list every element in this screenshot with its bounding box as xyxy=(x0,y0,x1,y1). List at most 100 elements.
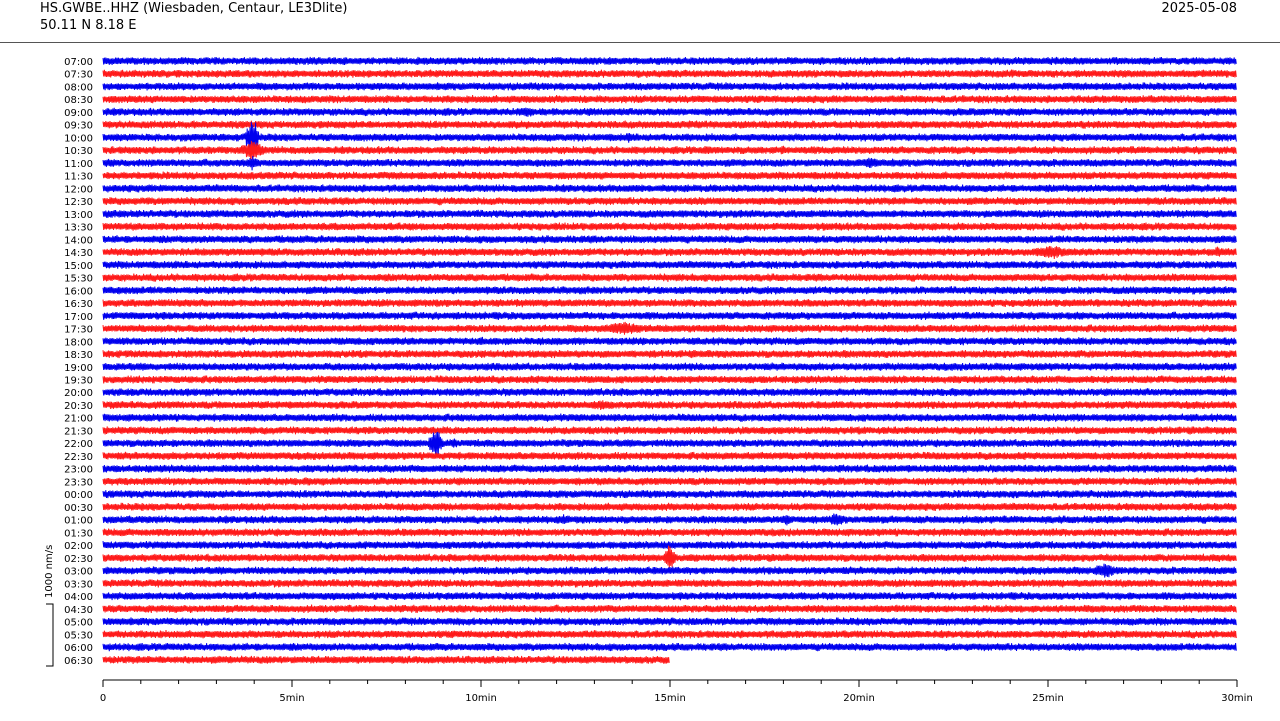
trace-2200 xyxy=(102,431,1237,456)
scale-bar xyxy=(46,603,54,667)
row-label: 06:30 xyxy=(64,656,93,667)
row-label: 14:30 xyxy=(64,248,93,259)
row-label: 23:30 xyxy=(64,477,93,488)
trace-2030 xyxy=(102,400,1237,410)
x-tick-label: 20min xyxy=(843,693,875,704)
trace-1000 xyxy=(102,122,1237,153)
row-label: 11:30 xyxy=(64,172,93,183)
trace-1730 xyxy=(102,321,1237,335)
row-label: 14:00 xyxy=(64,235,93,246)
row-label: 15:30 xyxy=(64,274,93,285)
row-label: 16:30 xyxy=(64,299,93,310)
x-tick-label: 15min xyxy=(654,693,686,704)
row-label: 10:00 xyxy=(64,133,93,144)
trace-1530 xyxy=(102,273,1237,282)
row-label: 00:30 xyxy=(64,503,93,514)
trace-0330 xyxy=(102,579,1237,588)
row-label: 03:00 xyxy=(64,567,93,578)
trace-0400 xyxy=(102,591,1237,601)
trace-0100 xyxy=(102,513,1237,526)
row-label: 09:00 xyxy=(64,108,93,119)
trace-0700 xyxy=(102,56,1237,66)
trace-2230 xyxy=(102,451,1237,461)
row-label: 02:30 xyxy=(64,554,93,565)
trace-0830 xyxy=(102,94,1237,104)
trace-0200 xyxy=(102,540,1237,550)
trace-1200 xyxy=(102,184,1237,193)
trace-1030 xyxy=(102,140,1237,160)
x-tick-label: 0 xyxy=(100,693,106,704)
row-label: 22:30 xyxy=(64,452,93,463)
row-label: 01:30 xyxy=(64,528,93,539)
trace-0900 xyxy=(102,107,1237,117)
trace-1830 xyxy=(102,349,1237,359)
scale-label: 1000 nm/s xyxy=(44,545,55,598)
trace-0500 xyxy=(102,617,1237,626)
trace-0630 xyxy=(102,655,670,665)
row-label: 02:00 xyxy=(64,541,93,552)
row-label: 18:30 xyxy=(64,350,93,361)
row-label: 13:30 xyxy=(64,223,93,234)
trace-2330 xyxy=(102,477,1237,486)
trace-0430 xyxy=(102,604,1237,613)
trace-1700 xyxy=(102,311,1237,320)
row-label: 18:00 xyxy=(64,337,93,348)
row-label: 09:30 xyxy=(64,121,93,132)
row-label: 05:00 xyxy=(64,618,93,629)
row-label: 20:30 xyxy=(64,401,93,412)
row-label: 19:00 xyxy=(64,363,93,374)
row-label: 20:00 xyxy=(64,388,93,399)
row-label: 08:00 xyxy=(64,83,93,94)
row-label: 23:00 xyxy=(64,465,93,476)
row-label: 04:30 xyxy=(64,605,93,616)
trace-2000 xyxy=(102,388,1237,397)
trace-0800 xyxy=(102,82,1237,91)
row-label: 10:30 xyxy=(64,146,93,157)
trace-2300 xyxy=(102,464,1237,473)
trace-0030 xyxy=(102,502,1237,512)
row-label: 17:00 xyxy=(64,312,93,323)
trace-1930 xyxy=(102,375,1237,384)
trace-0300 xyxy=(102,563,1237,578)
row-label: 04:00 xyxy=(64,592,93,603)
trace-0000 xyxy=(102,489,1237,499)
row-label: 21:30 xyxy=(64,427,93,438)
row-label: 12:30 xyxy=(64,197,93,208)
trace-0730 xyxy=(102,69,1237,78)
trace-0530 xyxy=(102,630,1237,639)
x-tick-label: 30min xyxy=(1221,693,1253,704)
time-axis: 0 5min 10min 15min 20min 25min 30min xyxy=(100,679,1253,704)
trace-1230 xyxy=(102,196,1237,206)
row-label: 03:30 xyxy=(64,579,93,590)
trace-1900 xyxy=(102,362,1237,371)
trace-1330 xyxy=(102,222,1237,231)
trace-1100 xyxy=(102,155,1237,171)
trace-1300 xyxy=(102,209,1237,219)
plot-date: 2025-05-08 xyxy=(1161,1,1237,16)
row-label: 11:00 xyxy=(64,159,93,170)
x-tick-label: 25min xyxy=(1032,693,1064,704)
amplitude-scale: 1000 nm/s xyxy=(44,545,55,667)
row-label: 17:30 xyxy=(64,325,93,336)
row-label: 08:30 xyxy=(64,95,93,106)
row-label: 22:00 xyxy=(64,439,93,450)
trace-1500 xyxy=(102,260,1237,270)
header-divider xyxy=(0,42,1280,43)
trace-layer xyxy=(102,56,1237,665)
station-title: HS.GWBE..HHZ (Wiesbaden, Centaur, LE3Dli… xyxy=(40,1,348,16)
trace-1430 xyxy=(102,245,1237,260)
x-tick-label: 10min xyxy=(465,693,497,704)
trace-1800 xyxy=(102,336,1237,346)
row-label: 12:00 xyxy=(64,184,93,195)
row-label: 07:30 xyxy=(64,70,93,81)
trace-0600 xyxy=(102,642,1237,652)
row-label: 21:00 xyxy=(64,414,93,425)
trace-0230 xyxy=(102,545,1237,569)
trace-0930 xyxy=(102,120,1237,129)
row-label: 16:00 xyxy=(64,286,93,297)
row-label: 15:00 xyxy=(64,261,93,272)
station-coordinates: 50.11 N 8.18 E xyxy=(40,18,137,33)
row-label: 00:00 xyxy=(64,490,93,501)
